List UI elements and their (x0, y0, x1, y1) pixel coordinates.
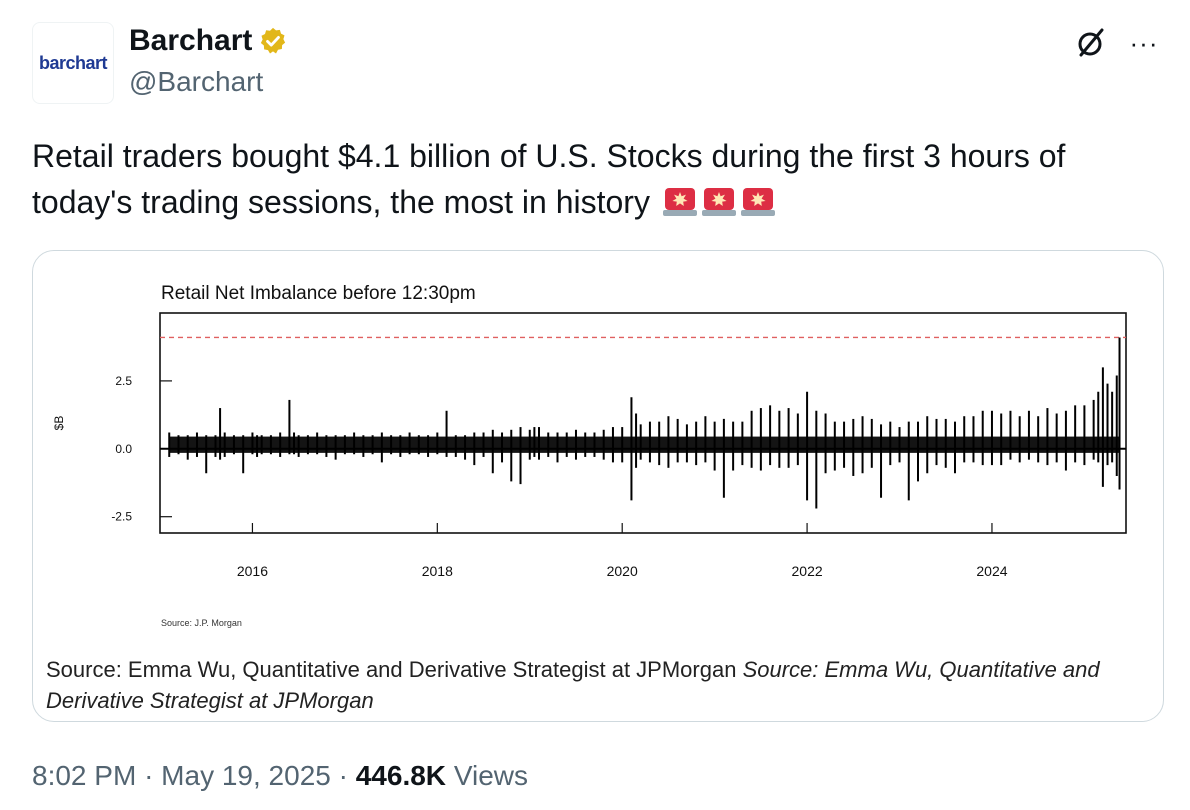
caption-italic: Source: Emma Wu, Quantitative and Deriva… (46, 657, 1100, 713)
more-options-button[interactable]: ··· (1124, 24, 1164, 62)
y-tick-label: 0.0 (115, 442, 132, 456)
imbalance-band (169, 436, 1120, 453)
y-tick-label: -2.5 (111, 510, 132, 524)
caption-plain: Source: Emma Wu, Quantitative and Deriva… (46, 657, 743, 682)
chart-title: Retail Net Imbalance before 12:30pm (161, 283, 476, 304)
media-caption: Source: Emma Wu, Quantitative and Deriva… (46, 654, 1146, 716)
y-tick-label: 2.5 (115, 374, 132, 388)
x-tick-label: 2016 (237, 563, 268, 579)
tweet-date[interactable]: May 19, 2025 (161, 760, 331, 791)
police-siren-emoji-icon (740, 188, 775, 216)
plot-frame (159, 312, 1127, 534)
x-tick-label: 2024 (976, 563, 1007, 579)
police-siren-emoji-icon (662, 188, 697, 216)
author-display-name[interactable]: Barchart (129, 24, 253, 57)
meta-separator: · (144, 760, 154, 791)
media-card[interactable]: Retail Net Imbalance before 12:30pm $B -… (32, 250, 1164, 722)
chart-source-note: Source: J.P. Morgan (161, 618, 242, 628)
tweet-meta: 8:02 PM · May 19, 2025 · 446.8K Views (32, 760, 528, 792)
chart-bars (168, 337, 1121, 509)
tweet-text: Retail traders bought $4.1 billion of U.… (32, 133, 1172, 225)
avatar-logo-text: barchart (38, 52, 108, 73)
grok-icon[interactable] (1072, 24, 1110, 62)
tweet-time[interactable]: 8:02 PM (32, 760, 137, 791)
author-name-row[interactable]: Barchart (129, 24, 288, 58)
retail-imbalance-chart: Retail Net Imbalance before 12:30pm $B -… (52, 283, 1127, 628)
y-axis-label: $B (52, 416, 66, 431)
x-tick-label: 2018 (422, 563, 453, 579)
views-label: Views (453, 760, 528, 791)
police-siren-emoji-icon (701, 188, 736, 216)
avatar[interactable]: barchart (32, 22, 114, 104)
views-count[interactable]: 446.8K (355, 760, 447, 791)
x-tick-label: 2020 (607, 563, 638, 579)
meta-separator: · (338, 760, 348, 791)
x-tick-label: 2022 (792, 563, 823, 579)
author-handle[interactable]: @Barchart (129, 66, 264, 97)
tweet-body: Retail traders bought $4.1 billion of U.… (32, 138, 1066, 220)
verified-badge-icon (261, 27, 286, 54)
siren-emoji-group (659, 184, 776, 220)
more-icon: ··· (1129, 27, 1159, 58)
